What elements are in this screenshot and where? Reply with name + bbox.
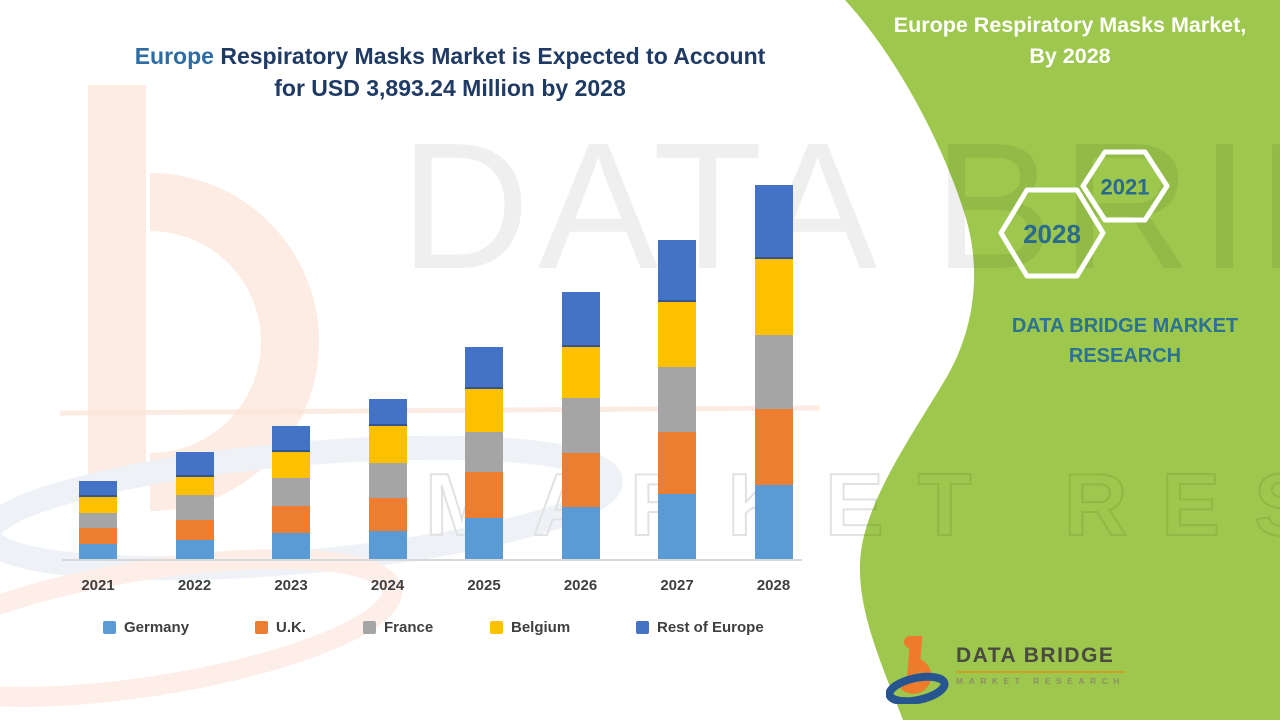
bar-segment-u-k--2026 xyxy=(561,452,600,508)
bar-segment-rest-of-europe-2023 xyxy=(272,426,310,453)
bar-segment-germany-2028 xyxy=(754,484,793,560)
stacked-bar-chart xyxy=(79,185,793,560)
legend-swatch xyxy=(363,621,376,634)
bar-segment-germany-2026 xyxy=(561,507,600,560)
bar-segment-u-k--2022 xyxy=(175,519,214,540)
bar-segment-germany-2023 xyxy=(272,533,310,560)
legend-label: Belgium xyxy=(511,619,571,636)
svg-text:2028: 2028 xyxy=(1023,219,1081,249)
legend-label: Germany xyxy=(124,619,190,636)
legend-item-u-k-: U.K. xyxy=(255,619,306,636)
data-bridge-logo: DATA BRIDGE MARKET RESEARCH xyxy=(886,636,1125,704)
bar-segment-france-2028 xyxy=(754,335,793,409)
bar-segment-france-2023 xyxy=(272,478,310,507)
chart-title-line2: for USD 3,893.24 Million by 2028 xyxy=(274,75,626,101)
bar-segment-rest-of-europe-2027 xyxy=(658,239,696,302)
x-axis-label-2023: 2023 xyxy=(274,577,308,594)
bar-segment-germany-2024 xyxy=(368,531,407,560)
x-axis-label-2021: 2021 xyxy=(81,577,115,594)
hexagon-2028: 2028 xyxy=(998,187,1106,279)
x-axis-label-2022: 2022 xyxy=(177,577,212,594)
bar-segment-u-k--2028 xyxy=(754,408,793,485)
bar-segment-germany-2027 xyxy=(658,494,696,560)
bar-segment-france-2024 xyxy=(368,462,407,498)
svg-text:MARKET RESEARCH: MARKET RESEARCH xyxy=(425,455,1280,554)
bar-segment-u-k--2027 xyxy=(658,431,696,495)
logo-underline xyxy=(956,671,1125,673)
x-axis-label-2025: 2025 xyxy=(467,577,501,594)
legend-item-rest-of-europe: Rest of Europe xyxy=(636,619,764,636)
x-axis-line xyxy=(62,559,802,561)
bar-segment-rest-of-europe-2028 xyxy=(754,185,793,259)
chart-title-line1: Europe Respiratory Masks Market is Expec… xyxy=(134,43,766,69)
bar-segment-u-k--2024 xyxy=(368,497,407,532)
logo-name: DATA BRIDGE xyxy=(956,644,1115,667)
panel-heading: Europe Respiratory Masks Market, By 2028 xyxy=(893,13,1247,68)
bar-segment-u-k--2025 xyxy=(465,472,503,519)
bar-segment-france-2022 xyxy=(175,494,214,520)
x-axis-label-2024: 2024 xyxy=(370,577,405,594)
bar-segment-france-2026 xyxy=(561,397,600,453)
bar-segment-belgium-2027 xyxy=(658,301,696,367)
x-axis-label-2026: 2026 xyxy=(563,577,598,594)
chart-title: Europe Respiratory Masks Market is Expec… xyxy=(60,40,840,104)
svg-text:2021: 2021 xyxy=(1101,175,1150,200)
legend-swatch xyxy=(103,621,116,634)
bar-segment-germany-2022 xyxy=(175,539,214,560)
bar-segment-germany-2025 xyxy=(465,518,503,560)
bar-segment-france-2027 xyxy=(658,366,696,432)
bar-segment-belgium-2023 xyxy=(272,452,310,479)
bar-segment-france-2021 xyxy=(79,513,117,529)
bar-segment-france-2025 xyxy=(465,432,503,473)
bar-segment-rest-of-europe-2022 xyxy=(175,451,214,477)
legend-label: Rest of Europe xyxy=(657,619,764,636)
bar-segment-u-k--2021 xyxy=(79,528,117,545)
legend-swatch xyxy=(490,621,503,634)
legend-item-france: France xyxy=(363,619,433,636)
logo-tagline: MARKET RESEARCH xyxy=(956,676,1125,686)
chart-title-accent: Europe xyxy=(134,43,214,69)
green-panel xyxy=(845,0,1280,720)
x-axis-label-2028: 2028 xyxy=(756,577,791,594)
legend-label: France xyxy=(384,619,434,636)
bar-segment-belgium-2028 xyxy=(754,258,793,335)
legend-swatch xyxy=(255,621,268,634)
bar-segment-rest-of-europe-2021 xyxy=(79,480,117,498)
panel-brand-text: DATA BRIDGE MARKET RESEARCH xyxy=(1011,315,1239,367)
hexagon-2021: 2021 xyxy=(1080,149,1170,223)
bar-segment-u-k--2023 xyxy=(272,506,310,534)
bar-segment-belgium-2026 xyxy=(561,346,600,398)
bar-segment-rest-of-europe-2026 xyxy=(561,291,600,347)
bar-segment-belgium-2025 xyxy=(465,388,503,433)
legend-swatch xyxy=(636,621,649,634)
bar-segment-rest-of-europe-2024 xyxy=(368,399,407,427)
data-bridge-logo-icon xyxy=(886,636,949,704)
legend-label: U.K. xyxy=(276,619,306,636)
bar-segment-rest-of-europe-2025 xyxy=(465,346,503,389)
bar-segment-belgium-2024 xyxy=(368,426,407,463)
bar-segment-belgium-2021 xyxy=(79,497,117,514)
x-axis-label-2027: 2027 xyxy=(660,577,694,594)
bar-segment-belgium-2022 xyxy=(175,476,214,495)
legend-item-belgium: Belgium xyxy=(490,619,570,636)
legend-item-germany: Germany xyxy=(103,619,189,636)
bar-segment-germany-2021 xyxy=(79,544,117,560)
